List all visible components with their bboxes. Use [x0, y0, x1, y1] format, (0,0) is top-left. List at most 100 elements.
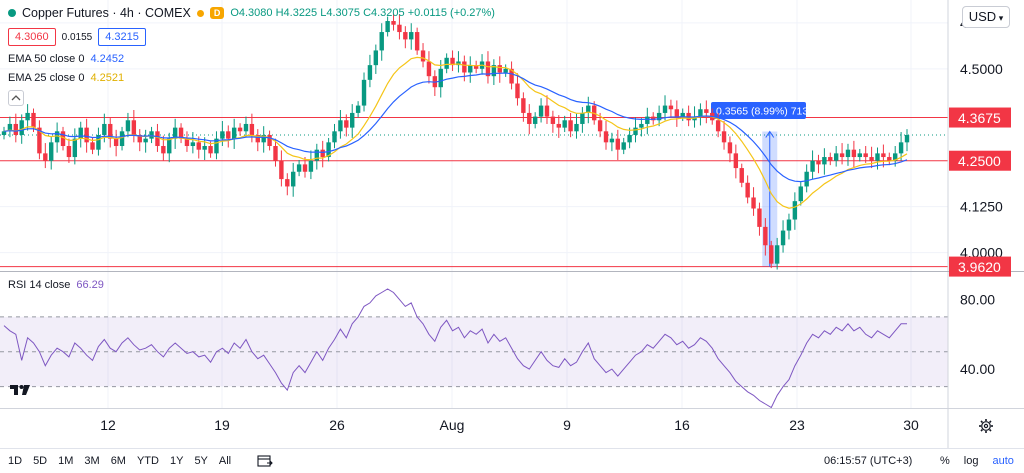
chevron-up-icon: [11, 95, 21, 101]
candle-body: [167, 138, 172, 154]
candle-body: [379, 32, 384, 51]
candle-body: [462, 61, 467, 73]
candle-body: [78, 127, 83, 139]
timeframe-list: 1D 5D 1M 3M 6M YTD 1Y 5Y All: [8, 455, 231, 467]
candle-body: [196, 142, 201, 150]
candle-body: [651, 116, 656, 121]
collapse-legend-button[interactable]: [8, 90, 24, 106]
candle-body: [214, 138, 219, 154]
candle-body: [745, 182, 750, 198]
ema25-value: 4.2521: [90, 72, 125, 84]
candle-body: [887, 157, 892, 161]
bottom-toolbar: 1D 5D 1M 3M 6M YTD 1Y 5Y All 06:15:57 (UTC+3) % …: [0, 448, 1024, 473]
scale-options: % log auto: [940, 455, 1014, 467]
rsi-value: 66.29: [76, 279, 104, 291]
candles: [1, 13, 910, 270]
candle-body: [90, 142, 95, 150]
level-price-badge: [949, 150, 1011, 171]
candle-body: [302, 164, 308, 172]
sell-price-button[interactable]: 4.3060: [8, 28, 56, 46]
candle-body: [509, 68, 514, 84]
log-scale-toggle[interactable]: log: [963, 455, 979, 467]
timeframe-all[interactable]: All: [218, 455, 232, 467]
tradingview-logo-icon[interactable]: [9, 383, 31, 397]
candle-body: [798, 186, 803, 202]
candle-body: [845, 149, 851, 158]
candle-body: [385, 21, 390, 33]
candle-body: [497, 65, 502, 73]
candle-body: [54, 131, 60, 143]
buy-price-button[interactable]: 4.3215: [98, 28, 146, 46]
candle-body: [96, 134, 101, 150]
candle-body: [237, 127, 243, 132]
level-price-badge: [949, 107, 1011, 128]
candle-body: [43, 153, 48, 161]
candle-body: [739, 168, 744, 183]
candle-body: [904, 134, 910, 143]
candle-body: [37, 127, 42, 154]
candle-body: [828, 157, 833, 161]
candle-body: [810, 160, 815, 172]
candle-body: [550, 116, 556, 124]
delay-icon: [196, 9, 204, 17]
candle-body: [881, 153, 886, 158]
candle-body: [450, 57, 455, 66]
candle-body: [261, 134, 266, 143]
calendar-range-icon[interactable]: [257, 454, 273, 468]
candle-body: [680, 112, 685, 117]
timeframe-5d[interactable]: 5D: [33, 455, 48, 467]
rsi-tick-label: 80.00: [960, 291, 995, 307]
spread-value: 0.0155: [61, 31, 93, 43]
candle-body: [190, 142, 196, 147]
timeframe-1m[interactable]: 1M: [58, 455, 74, 467]
candle-body: [25, 112, 30, 121]
grid: [0, 0, 948, 408]
candle-body: [875, 153, 880, 161]
timeframe-1d[interactable]: 1D: [8, 455, 23, 467]
candle-body: [698, 109, 703, 117]
candle-body: [332, 131, 337, 143]
candle-body: [273, 146, 278, 161]
candle-body: [804, 171, 809, 187]
candle-body: [426, 61, 432, 77]
symbol-title[interactable]: Copper Futures · 4h · COMEX: [22, 6, 191, 20]
percent-scale-toggle[interactable]: %: [940, 455, 950, 467]
candle-body: [202, 146, 207, 150]
level-price-label: 4.2500: [958, 153, 1001, 169]
level-price-badge: [949, 256, 1011, 277]
candle-body: [662, 105, 668, 113]
candle-body: [66, 146, 72, 158]
clock-timezone[interactable]: 06:15:57 (UTC+3): [824, 455, 913, 467]
time-tick-label: 23: [789, 417, 805, 433]
currency-selector[interactable]: USD ▾: [962, 6, 1010, 28]
candle-body: [468, 65, 473, 73]
candle-body: [60, 131, 66, 147]
candle-body: [503, 68, 508, 73]
candle-body: [290, 171, 296, 187]
candle-body: [562, 120, 567, 128]
candle-body: [119, 131, 125, 147]
timeframe-3m[interactable]: 3M: [84, 455, 100, 467]
ema25-legend[interactable]: EMA 25 close 0 4.2521: [8, 72, 124, 84]
delayed-badge[interactable]: D: [209, 7, 225, 19]
rsi-legend[interactable]: RSI 14 close 66.29: [8, 279, 104, 291]
gear-icon[interactable]: [978, 418, 994, 434]
candle-body: [243, 123, 249, 132]
ema50-legend[interactable]: EMA 50 close 0 4.2452: [8, 53, 124, 65]
timeframe-5y[interactable]: 5Y: [194, 455, 208, 467]
candle-body: [308, 160, 314, 172]
timeframe-1y[interactable]: 1Y: [169, 455, 184, 467]
candle-body: [367, 65, 373, 80]
candle-body: [544, 105, 550, 117]
auto-scale-toggle[interactable]: auto: [992, 455, 1014, 467]
time-tick-label: 16: [674, 417, 690, 433]
candle-body: [102, 123, 107, 135]
candle-body: [338, 120, 343, 132]
timeframe-6m[interactable]: 6M: [110, 455, 126, 467]
time-tick-label: Aug: [440, 417, 465, 433]
candle-body: [833, 153, 839, 161]
timeframe-ytd[interactable]: YTD: [136, 455, 159, 467]
candle-body: [438, 68, 443, 88]
candle-body: [208, 146, 213, 154]
